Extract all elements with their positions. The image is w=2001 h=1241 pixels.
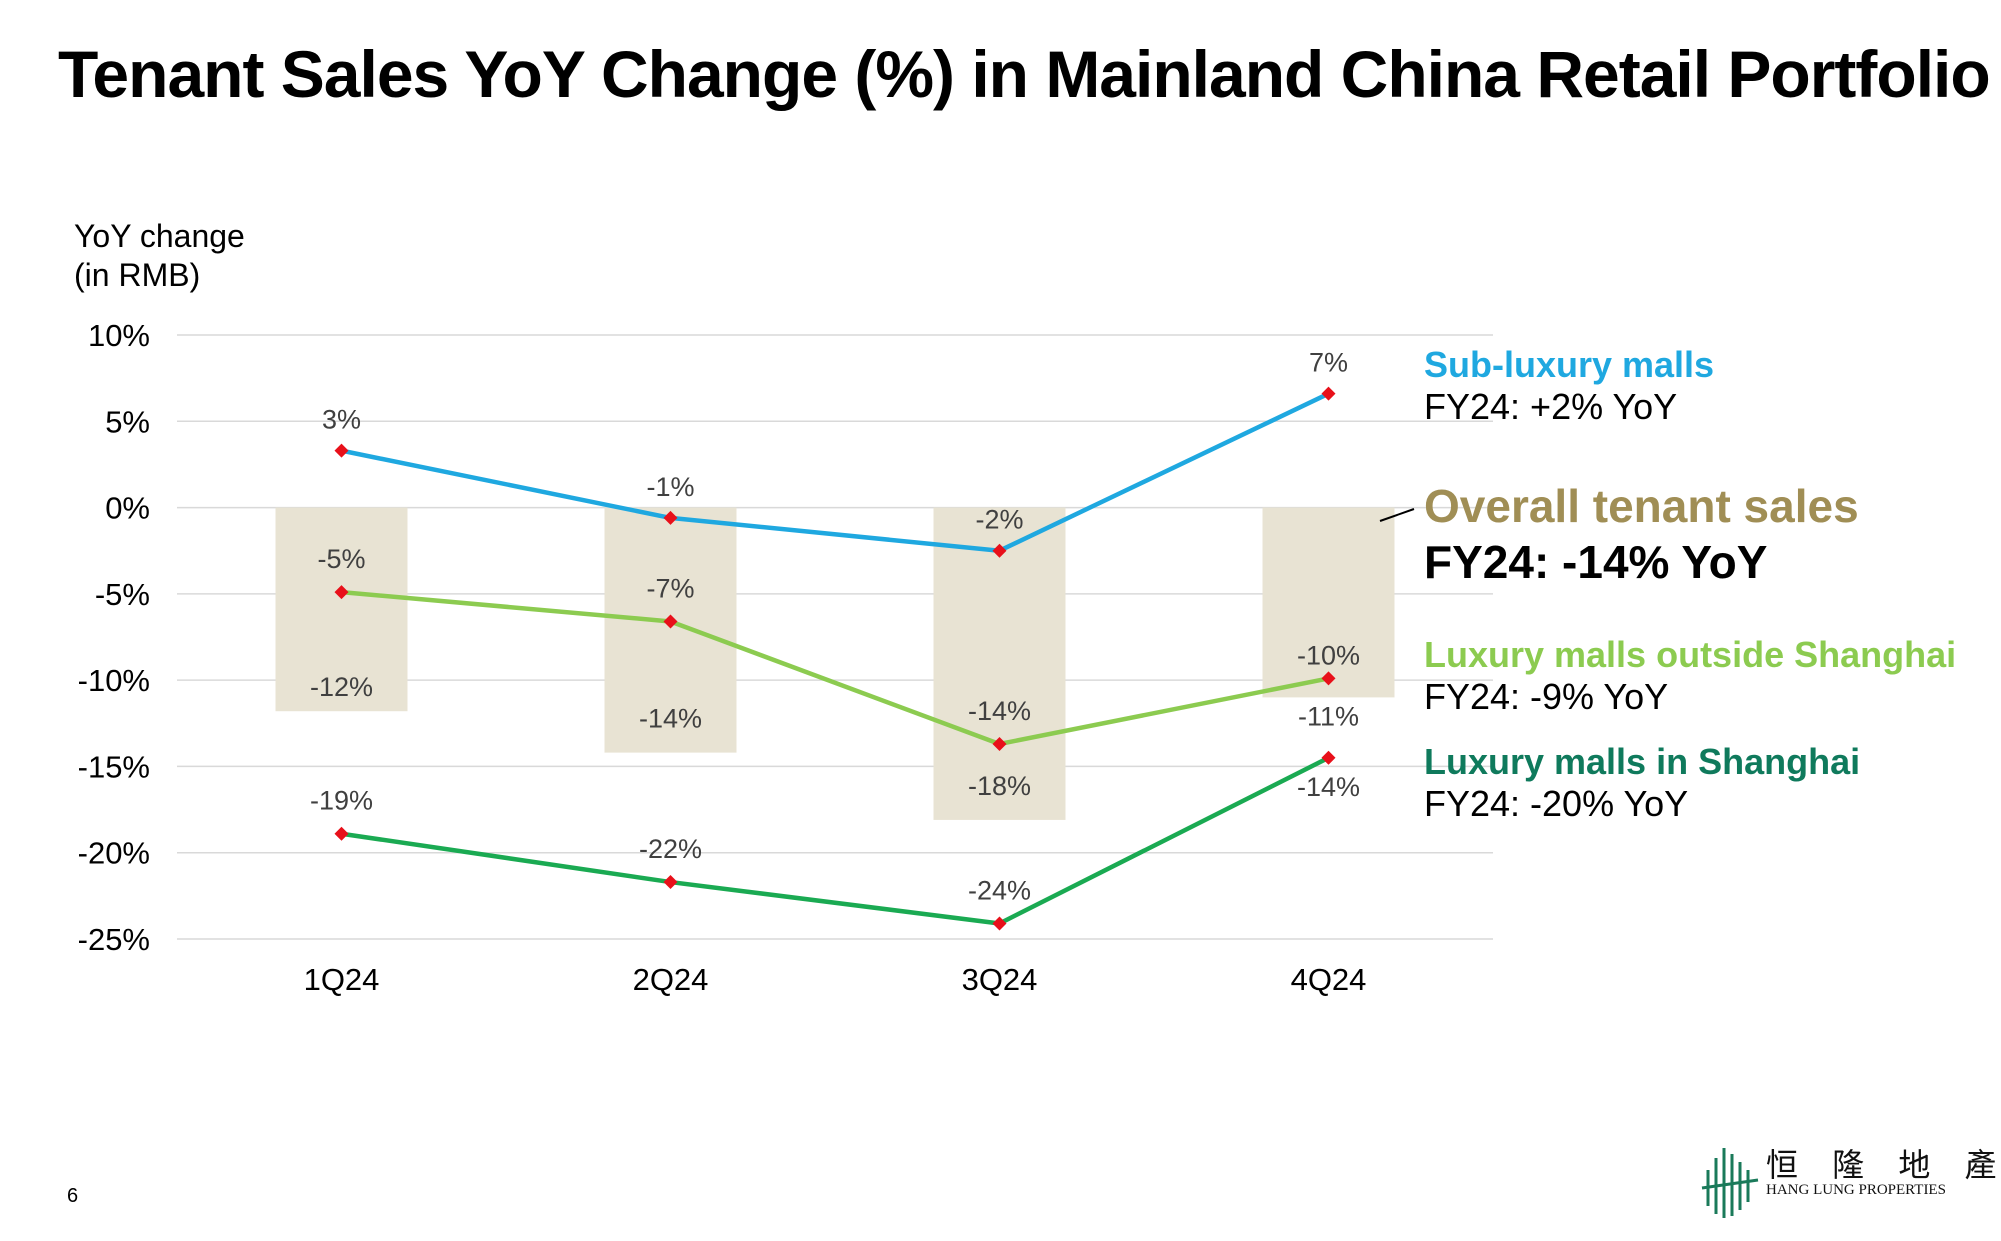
x-tick-label: 1Q24	[304, 962, 380, 997]
legend-luxury-shanghai-name: Luxury malls in Shanghai	[1424, 741, 1861, 782]
series-lines	[341, 391, 1330, 926]
overall-bar	[275, 507, 408, 712]
series-marker	[1321, 386, 1336, 401]
y-tick-label: 5%	[105, 404, 150, 439]
series-marker	[1321, 750, 1336, 765]
overall-legend-pointer	[1379, 508, 1415, 522]
logo-chinese-text: 恒 隆 地 產	[1766, 1146, 2001, 1184]
data-labels: -12% -14% -18% -11% 3% -1% -2% 7% -5% -7% -14% -10%…	[310, 348, 1360, 906]
legend-luxury-outside-value: FY24: -9% YoY	[1424, 676, 1669, 717]
series-data-label: -24%	[968, 875, 1031, 905]
y-tick-label: -5%	[95, 577, 150, 612]
y-tick-label: -20%	[78, 836, 150, 871]
series-marker	[334, 443, 349, 458]
series-data-label: -10%	[1297, 640, 1360, 670]
series-marker	[992, 543, 1007, 558]
overall-bar	[1262, 507, 1395, 698]
series-data-label: -22%	[639, 834, 702, 864]
series-data-label: -19%	[310, 786, 373, 816]
legend-sub-luxury-value: FY24: +2% YoY	[1424, 386, 1678, 427]
series-marker	[992, 916, 1007, 931]
legend-sub-luxury-name: Sub-luxury malls	[1424, 344, 1715, 385]
legend-luxury-shanghai: Luxury malls in Shanghai FY24: -20% YoY	[1424, 741, 1860, 825]
series-line	[341, 589, 1329, 747]
series-line	[341, 755, 1330, 926]
page-number: 6	[67, 1185, 79, 1207]
series-marker	[334, 826, 349, 841]
x-tick-label: 3Q24	[962, 962, 1038, 997]
overall-bars	[275, 507, 1395, 820]
legend-sub-luxury: Sub-luxury malls FY24: +2% YoY	[1424, 344, 1714, 428]
bar-data-label: -11%	[1298, 701, 1359, 731]
overall-bar	[933, 507, 1066, 820]
series-data-label: 3%	[322, 405, 361, 435]
legend-luxury-shanghai-value: FY24: -20% YoY	[1424, 783, 1689, 824]
bar-data-label: -14%	[639, 704, 702, 734]
x-tick-labels: 1Q24 2Q24 3Q24 4Q24	[304, 962, 1367, 997]
series-marker	[663, 510, 678, 525]
series-marker	[663, 875, 678, 890]
legend-overall: Overall tenant sales FY24: -14% YoY	[1424, 478, 1859, 590]
y-tick-label: -25%	[78, 922, 150, 957]
legend-overall-name: Overall tenant sales	[1424, 480, 1859, 532]
y-tick-labels: 10% 5% 0% -5% -10% -15% -20% -25%	[78, 318, 150, 957]
series-marker	[1321, 671, 1336, 686]
series-data-label: 7%	[1309, 348, 1348, 378]
series-data-label: -1%	[646, 472, 694, 502]
series-marker	[663, 614, 678, 629]
x-tick-label: 2Q24	[633, 962, 709, 997]
x-tick-label: 4Q24	[1291, 962, 1367, 997]
logo-mark-icon	[1701, 1148, 1759, 1218]
series-data-label: -14%	[968, 696, 1031, 726]
page-title: Tenant Sales YoY Change (%) in Mainland …	[58, 37, 1991, 111]
bar-data-label: -18%	[968, 771, 1031, 801]
overall-bar	[604, 507, 737, 753]
series-data-label: -14%	[1297, 772, 1360, 802]
series-data-label: -2%	[975, 505, 1023, 535]
y-axis-title: YoY change (in RMB)	[74, 217, 245, 295]
y-axis-title-line-1: YoY change	[74, 218, 245, 254]
series-data-label: -7%	[646, 573, 694, 603]
company-logo: 恒 隆 地 產 HANG LUNG PROPERTIES	[1700, 1140, 1997, 1220]
series-marker	[992, 736, 1007, 751]
y-tick-label: -10%	[78, 663, 150, 698]
y-tick-label: 0%	[105, 491, 150, 526]
y-tick-label: 10%	[88, 318, 150, 353]
series-markers	[334, 386, 1336, 931]
logo-english-text: HANG LUNG PROPERTIES	[1766, 1182, 1946, 1198]
series-line	[341, 391, 1330, 553]
bar-data-label: -12%	[310, 672, 373, 702]
y-tick-label: -15%	[78, 749, 150, 784]
series-marker	[334, 585, 349, 600]
legend-luxury-outside-shanghai: Luxury malls outside Shanghai FY24: -9% …	[1424, 634, 1956, 718]
legend-luxury-outside-name: Luxury malls outside Shanghai	[1424, 634, 1957, 675]
y-axis-title-line-2: (in RMB)	[74, 257, 201, 293]
legend-overall-value: FY24: -14% YoY	[1424, 536, 1768, 588]
series-data-label: -5%	[317, 544, 365, 574]
